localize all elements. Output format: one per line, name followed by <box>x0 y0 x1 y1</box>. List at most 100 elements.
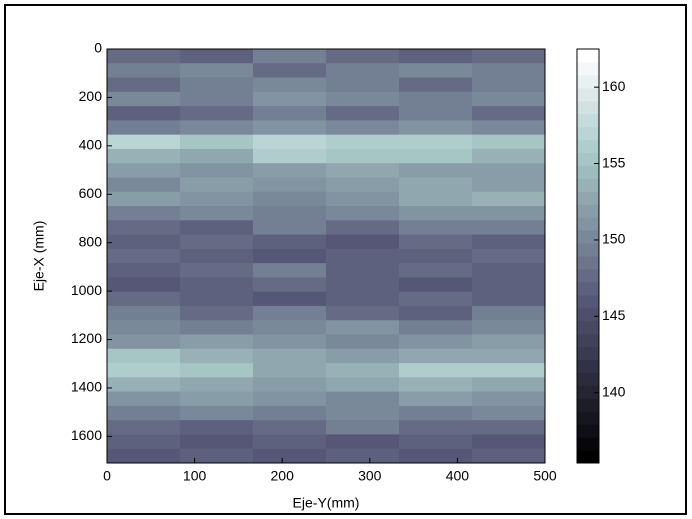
heatmap-cell <box>472 277 546 293</box>
colorbar-band <box>577 230 599 244</box>
heatmap-cell <box>253 405 327 421</box>
heatmap-cell <box>107 191 181 207</box>
heatmap-cell <box>472 405 546 421</box>
heatmap-cell <box>399 348 473 364</box>
heatmap-cell <box>326 405 400 421</box>
heatmap-cell <box>180 191 254 207</box>
heatmap-cell <box>399 434 473 450</box>
heatmap-cell <box>180 291 254 307</box>
heatmap-cell <box>472 206 546 221</box>
heatmap-cell <box>180 363 254 378</box>
heatmap-cell <box>107 305 181 321</box>
heatmap-cell <box>326 305 400 321</box>
y-tick-label: 400 <box>79 137 103 153</box>
heatmap-cell <box>107 134 181 150</box>
heatmap-cell <box>326 206 400 221</box>
heatmap-cell <box>399 448 473 464</box>
heatmap-cell <box>326 77 400 93</box>
heatmap-cell <box>107 148 181 164</box>
heatmap-cell <box>107 77 181 93</box>
heatmap-cell <box>107 291 181 307</box>
colorbar-band <box>577 243 599 257</box>
heatmap-cell <box>399 248 473 264</box>
y-tick-label: 1600 <box>71 427 102 443</box>
heatmap-cell <box>253 320 327 336</box>
heatmap-cell <box>326 220 400 236</box>
colorbar-band <box>577 49 599 63</box>
heatmap-cell <box>399 320 473 336</box>
x-tick-label: 300 <box>358 468 382 484</box>
heatmap-cell <box>472 291 546 307</box>
heatmap-cell <box>107 106 181 121</box>
colorbar-band <box>577 165 599 179</box>
heatmap-cell <box>399 177 473 193</box>
heatmap-cell <box>180 177 254 193</box>
heatmap-cell <box>326 191 400 207</box>
heatmap-cell <box>253 120 327 136</box>
heatmap-cell <box>399 334 473 350</box>
x-tick-label: 0 <box>103 468 111 484</box>
heatmap-cell <box>107 391 181 407</box>
heatmap-cell <box>253 206 327 221</box>
heatmap-cell <box>399 305 473 321</box>
heatmap-cell <box>326 363 400 378</box>
y-tick-label: 200 <box>79 88 103 104</box>
heatmap-cell <box>326 434 400 450</box>
heatmap-cell <box>180 420 254 435</box>
heatmap-cell <box>399 77 473 93</box>
heatmap-cell <box>472 263 546 278</box>
heatmap-cell <box>180 377 254 393</box>
heatmap-cell <box>253 434 327 450</box>
heatmap-cell <box>472 420 546 435</box>
heatmap-cell <box>253 134 327 150</box>
heatmap-cell <box>107 320 181 336</box>
heatmap-cell <box>399 191 473 207</box>
heatmap-cell <box>253 106 327 121</box>
heatmap-cell <box>180 91 254 107</box>
plot-box <box>106 48 546 464</box>
heatmap-cell <box>472 234 546 250</box>
heatmap-cell <box>107 177 181 193</box>
heatmap-cell <box>107 405 181 421</box>
heatmap-cell <box>180 263 254 278</box>
colorbar-band <box>577 437 599 451</box>
heatmap-cell <box>253 148 327 164</box>
heatmap-cell <box>180 234 254 250</box>
heatmap-cell <box>107 348 181 364</box>
colorbar-band <box>577 398 599 412</box>
heatmap-cell <box>326 63 400 79</box>
heatmap-cell <box>472 148 546 164</box>
x-tick-label: 400 <box>446 468 470 484</box>
heatmap-cell <box>107 363 181 378</box>
heatmap-cell <box>472 377 546 393</box>
heatmap-cell <box>399 263 473 278</box>
heatmap-cell <box>253 305 327 321</box>
colorbar-tick-label: 140 <box>602 383 626 399</box>
heatmap-cell <box>253 63 327 79</box>
heatmap-cell <box>472 248 546 264</box>
x-tick-label: 200 <box>271 468 295 484</box>
heatmap-cell <box>253 448 327 464</box>
heatmap-cell <box>107 120 181 136</box>
y-tick-label: 0 <box>94 40 102 56</box>
heatmap-cell <box>399 163 473 178</box>
colorbar-band <box>577 256 599 270</box>
heatmap-cell <box>472 177 546 193</box>
heatmap-cell <box>107 377 181 393</box>
heatmap-cell <box>180 220 254 236</box>
heatmap-cell <box>107 434 181 450</box>
heatmap-cell <box>180 49 254 64</box>
heatmap-cell <box>107 263 181 278</box>
heatmap-cell <box>253 163 327 178</box>
heatmap-cell <box>180 348 254 364</box>
heatmap-cell <box>399 391 473 407</box>
colorbar-band <box>577 333 599 348</box>
heatmap-cell <box>399 134 473 150</box>
heatmap-cell <box>180 163 254 178</box>
heatmap-cell <box>253 277 327 293</box>
heatmap-cell <box>107 163 181 178</box>
heatmap-cell <box>180 206 254 221</box>
heatmap-cell <box>326 134 400 150</box>
heatmap-cell <box>326 334 400 350</box>
